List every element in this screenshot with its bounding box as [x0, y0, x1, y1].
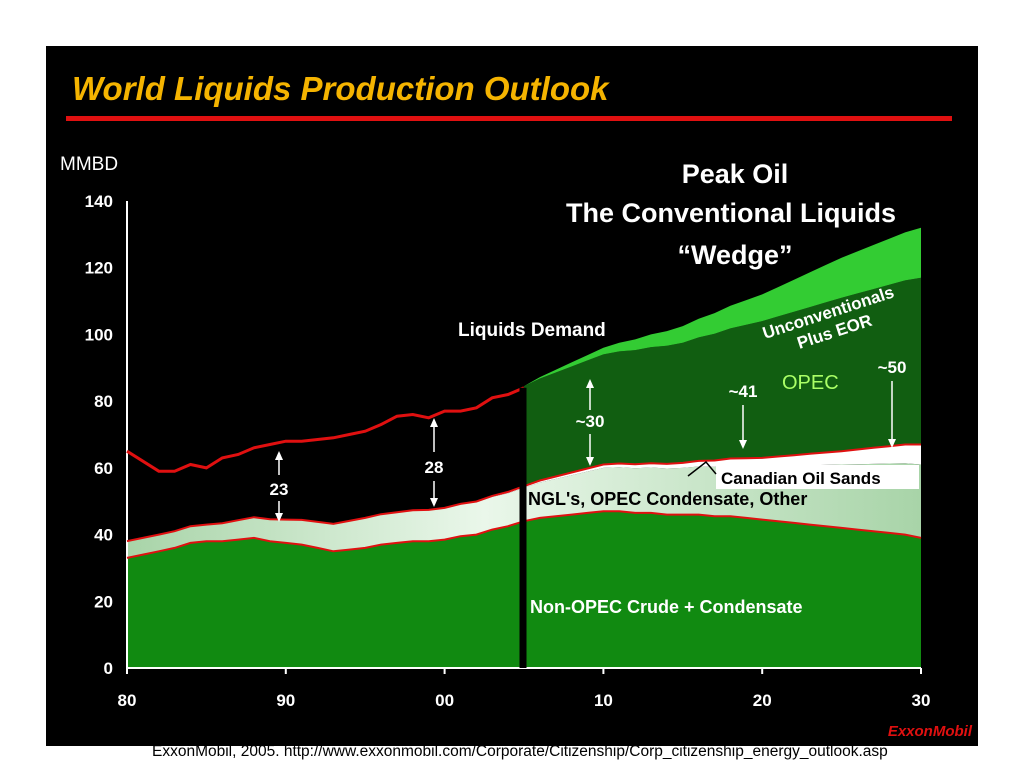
x-tick-label: 30	[912, 691, 931, 710]
y-tick-label: 0	[104, 659, 113, 678]
y-tick-label: 100	[85, 325, 113, 344]
opec-area	[524, 277, 921, 487]
exxonmobil-logo: ExxonMobil	[888, 723, 973, 740]
oil-sands-label-backdrop	[716, 465, 919, 489]
wedge-2020-arrow-down-head	[739, 440, 747, 449]
x-tick-label: 20	[753, 691, 772, 710]
x-tick-label: 90	[276, 691, 295, 710]
liquids-demand-line	[126, 386, 525, 473]
opec-series-label: OPEC	[782, 372, 839, 394]
wedge-label-2010: ~30	[576, 412, 605, 431]
y-tick-label: 80	[94, 392, 113, 411]
non-opec-series-label: Non-OPEC Crude + Condensate	[530, 597, 803, 617]
slide-title: World Liquids Production Outlook	[72, 70, 609, 107]
peak-oil-title-line-3: “Wedge”	[677, 240, 792, 270]
wedge-label-2028: ~50	[878, 358, 907, 377]
x-tick-label: 80	[118, 691, 137, 710]
gap-1990-arrow-down-head	[275, 513, 283, 522]
y-tick-label: 60	[94, 459, 113, 478]
gap-1999-arrow-down-head	[430, 498, 438, 507]
gap-1999-arrow-up-head	[430, 418, 438, 427]
unconventionals-area	[524, 227, 921, 387]
y-tick-label: 120	[85, 259, 113, 278]
gap-label-1990: 23	[270, 480, 289, 499]
oil-sands-series-label: Canadian Oil Sands	[721, 469, 881, 488]
wedge-label-2020: ~41	[729, 382, 758, 401]
demand-series-label: Liquids Demand	[458, 320, 606, 341]
oil-sands-leader-line	[687, 460, 717, 477]
wedge-2010-arrow-up-head	[586, 379, 594, 388]
gap-label-1999: 28	[425, 458, 444, 477]
oil-sands-area	[127, 444, 921, 542]
x-tick-label: 00	[435, 691, 454, 710]
y-axis-title: MMBD	[60, 154, 118, 175]
title-underline	[66, 116, 952, 121]
wedge-2028-arrow-down-head	[888, 439, 896, 448]
ngl-series-label: NGL's, OPEC Condensate, Other	[528, 489, 807, 509]
source-citation: ExxonMobil, 2005. http://www.exxonmobil.…	[152, 743, 888, 760]
y-tick-label: 40	[94, 526, 113, 545]
wedge-2010-arrow-down-head	[586, 457, 594, 466]
peak-oil-title-line-1: Peak Oil	[682, 159, 789, 189]
chart-annotations: Peak Oil The Conventional Liquids “Wedge…	[270, 159, 973, 740]
chart-marks	[126, 379, 922, 668]
y-tick-label: 20	[94, 592, 113, 611]
x-tick-label: 10	[594, 691, 613, 710]
gap-1990-arrow-up-head	[275, 451, 283, 460]
peak-oil-title-line-2: The Conventional Liquids	[566, 198, 896, 228]
y-tick-label: 140	[85, 192, 113, 211]
